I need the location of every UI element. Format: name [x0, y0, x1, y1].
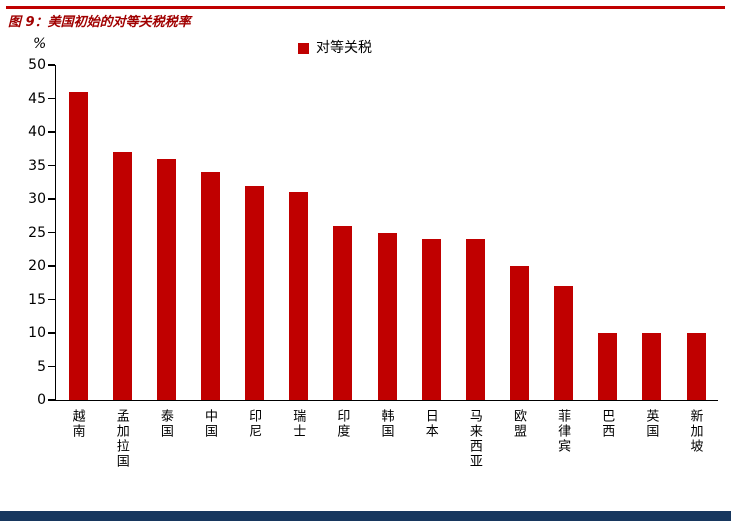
- bar-cell: [321, 65, 365, 400]
- y-tick-mark: [48, 399, 55, 401]
- bars-container: [56, 65, 718, 400]
- x-label-cell: 越南: [55, 409, 99, 469]
- x-axis-label: 孟加拉国: [113, 409, 129, 469]
- bar-cell: [409, 65, 453, 400]
- y-tick-mark: [48, 332, 55, 334]
- bar-cell: [674, 65, 718, 400]
- x-axis-label: 越南: [69, 409, 85, 439]
- bar-cell: [56, 65, 100, 400]
- x-label-cell: 印尼: [232, 409, 276, 469]
- x-label-cell: 韩国: [364, 409, 408, 469]
- y-tick-mark: [48, 231, 55, 234]
- bar-cell: [144, 65, 188, 400]
- x-label-cell: 菲律宾: [541, 409, 585, 469]
- y-tick-label: 40: [28, 124, 46, 140]
- bar-11: [554, 286, 574, 400]
- x-axis-label: 中国: [201, 409, 217, 439]
- x-axis-label: 泰国: [157, 409, 173, 439]
- x-axis-label: 印度: [334, 409, 350, 439]
- y-tick-mark: [48, 198, 55, 200]
- y-tick-mark: [48, 265, 55, 267]
- bar-8: [421, 239, 441, 400]
- bar-3: [200, 172, 220, 400]
- bar-5: [289, 192, 309, 400]
- x-axis-label: 巴西: [599, 409, 615, 439]
- x-label-cell: 欧盟: [496, 409, 540, 469]
- y-tick-mark: [48, 64, 55, 66]
- bar-cell: [542, 65, 586, 400]
- y-tick-label: 0: [37, 392, 46, 408]
- plot-area: [48, 64, 718, 401]
- figure-title: 图 9：美国初始的对等关税税率: [8, 15, 191, 30]
- x-axis-label: 菲律宾: [555, 409, 571, 454]
- bar-12: [598, 333, 618, 400]
- legend-label: 对等关税: [316, 40, 372, 56]
- x-label-cell: 印度: [320, 409, 364, 469]
- bar-10: [509, 266, 529, 400]
- bar-7: [377, 232, 397, 400]
- bar-9: [465, 239, 485, 400]
- y-tick-mark: [48, 365, 55, 368]
- y-tick-mark: [48, 131, 55, 133]
- x-axis-label: 瑞士: [290, 409, 306, 439]
- y-tick-label: 35: [28, 157, 46, 174]
- x-label-cell: 马来西亚: [452, 409, 496, 469]
- x-axis-label: 新加坡: [687, 409, 703, 454]
- legend-swatch-icon: [298, 42, 309, 54]
- bar-6: [333, 225, 353, 400]
- footer-bar: [0, 511, 731, 521]
- bar-cell: [497, 65, 541, 400]
- x-axis-labels: 越南 孟加拉国 泰国 中国 印尼 瑞士 印度 韩国 日本 马来西亚 欧盟 菲律宾 巴西 英国 新加坡: [55, 409, 717, 469]
- x-label-cell: 巴西: [585, 409, 629, 469]
- y-tick-label: 50: [28, 57, 46, 73]
- x-axis-label: 马来西亚: [466, 409, 482, 469]
- bar-14: [686, 333, 706, 400]
- x-label-cell: 中国: [187, 409, 231, 469]
- x-axis-label: 日本: [422, 409, 438, 439]
- x-axis-label: 印尼: [246, 409, 262, 439]
- x-label-cell: 泰国: [143, 409, 187, 469]
- bar-cell: [100, 65, 144, 400]
- y-tick-label: 10: [28, 325, 46, 341]
- bar-2: [156, 158, 176, 400]
- y-tick-mark: [48, 164, 55, 167]
- y-tick-label: 15: [28, 291, 46, 308]
- bar-1: [112, 152, 132, 400]
- x-label-cell: 日本: [408, 409, 452, 469]
- bar-cell: [277, 65, 321, 400]
- bar-cell: [586, 65, 630, 400]
- bar-cell: [233, 65, 277, 400]
- y-tick-mark: [48, 298, 55, 301]
- bar-cell: [188, 65, 232, 400]
- bar-0: [68, 91, 88, 400]
- y-tick-label: 5: [37, 358, 46, 375]
- bar-cell: [365, 65, 409, 400]
- x-label-cell: 瑞士: [276, 409, 320, 469]
- x-label-cell: 新加坡: [673, 409, 717, 469]
- y-tick-label: 30: [28, 191, 46, 207]
- y-tick-label: 20: [28, 258, 46, 274]
- y-tick-label: 45: [28, 90, 46, 107]
- bar-cell: [453, 65, 497, 400]
- legend: 对等关税: [298, 41, 372, 55]
- bar-13: [642, 333, 662, 400]
- x-axis-label: 英国: [643, 409, 659, 439]
- top-divider-line: [6, 6, 725, 9]
- bar-4: [245, 185, 265, 400]
- x-label-cell: 英国: [629, 409, 673, 469]
- y-axis-unit-label: %: [33, 36, 47, 52]
- x-axis-label: 欧盟: [510, 409, 526, 439]
- y-axis-labels: 0 5 10 15 20 25 30 35 40 45 50: [0, 0, 46, 521]
- x-axis-label: 韩国: [378, 409, 394, 439]
- x-label-cell: 孟加拉国: [99, 409, 143, 469]
- bar-cell: [630, 65, 674, 400]
- y-tick-mark: [48, 97, 55, 100]
- y-tick-label: 25: [28, 224, 46, 241]
